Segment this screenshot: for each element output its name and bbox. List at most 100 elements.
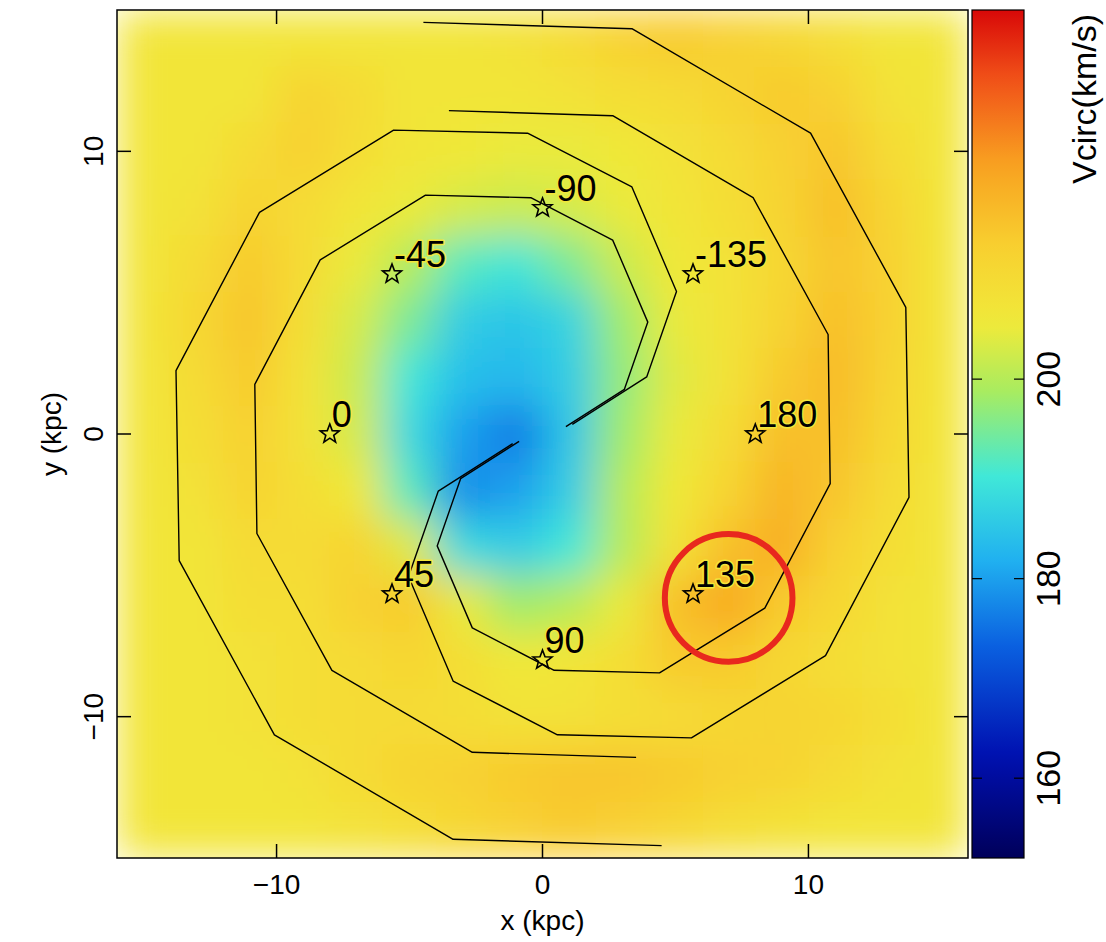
- heatmap-cell: [170, 10, 224, 67]
- heatmap-cell: [170, 67, 224, 124]
- heatmap-cell: [596, 519, 650, 576]
- heatmap-cell: [330, 519, 384, 576]
- heatmap-cell: [330, 575, 384, 632]
- heatmap-cells: [117, 10, 968, 858]
- y-tick-right: [954, 151, 968, 153]
- heatmap-cell: [649, 293, 703, 350]
- x-tick-label: 0: [535, 869, 551, 900]
- heatmap-cell: [649, 801, 703, 858]
- heatmap-cell: [170, 406, 224, 463]
- heatmap-cell: [596, 745, 650, 802]
- colorbar-tick: [1014, 778, 1024, 779]
- heatmap-cell: [543, 349, 597, 406]
- heatmap-cell: [277, 67, 331, 124]
- heatmap-cell: [862, 236, 916, 293]
- heatmap-cell: [117, 462, 171, 519]
- heatmap-cell: [117, 745, 171, 802]
- heatmap-cell: [383, 801, 437, 858]
- heatmap-cell: [436, 349, 490, 406]
- point-label: -90: [545, 168, 597, 209]
- heatmap-cell: [436, 293, 490, 350]
- heatmap-cell: [170, 745, 224, 802]
- y-tick: [117, 151, 131, 153]
- heatmap-cell: [117, 519, 171, 576]
- heatmap-cell: [649, 180, 703, 237]
- heatmap-cell: [596, 632, 650, 689]
- heatmap-cell: [277, 519, 331, 576]
- y-tick: [117, 433, 131, 435]
- heatmap-cell: [277, 632, 331, 689]
- heatmap-cell: [330, 688, 384, 745]
- heatmap-cell: [862, 293, 916, 350]
- y-axis-title: y (kpc): [36, 392, 67, 476]
- heatmap-cell: [862, 745, 916, 802]
- heatmap-cell: [117, 632, 171, 689]
- heatmap-cell: [117, 67, 171, 124]
- heatmap-cell: [170, 123, 224, 180]
- heatmap-cell: [223, 123, 277, 180]
- x-tick-top: [808, 10, 810, 24]
- heatmap-cell: [223, 519, 277, 576]
- heatmap-cell: [383, 406, 437, 463]
- heatmap-cell: [755, 632, 809, 689]
- heatmap-cell: [808, 801, 862, 858]
- point-label: 45: [394, 554, 434, 595]
- heatmap-cell: [702, 10, 756, 67]
- heatmap-cell: [649, 406, 703, 463]
- heatmap-cell: [755, 462, 809, 519]
- heatmap-cell: [543, 801, 597, 858]
- x-tick-label: 10: [793, 869, 824, 900]
- heatmap-cell: [223, 67, 277, 124]
- colorbar-tick-label: 160: [1029, 750, 1067, 807]
- heatmap-cell: [543, 10, 597, 67]
- heatmap-cell: [170, 236, 224, 293]
- heatmap-cell: [117, 688, 171, 745]
- heatmap-cell: [383, 10, 437, 67]
- heatmap-cell: [117, 180, 171, 237]
- heatmap-cell: [755, 801, 809, 858]
- heatmap-cell: [915, 406, 968, 463]
- heatmap-cell: [383, 67, 437, 124]
- heatmap-cell: [436, 801, 490, 858]
- heatmap-cell: [489, 349, 543, 406]
- heatmap-cell: [915, 180, 968, 237]
- heatmap-cell: [170, 632, 224, 689]
- heatmap-cell: [223, 462, 277, 519]
- heatmap-cell: [702, 349, 756, 406]
- heatmap-cell: [223, 745, 277, 802]
- colorbar-tick-label: 200: [1029, 351, 1067, 408]
- heatmap-cell: [489, 10, 543, 67]
- heatmap-cell: [170, 801, 224, 858]
- heatmap-cell: [436, 745, 490, 802]
- heatmap-cell: [277, 349, 331, 406]
- heatmap-cell: [915, 10, 968, 67]
- heatmap-cell: [489, 519, 543, 576]
- heatmap-cell: [808, 688, 862, 745]
- heatmap-cell: [117, 10, 171, 67]
- heatmap-cell: [223, 293, 277, 350]
- heatmap-cell: [117, 801, 171, 858]
- heatmap-cell: [915, 67, 968, 124]
- contour-line: [255, 195, 648, 757]
- contours: [176, 22, 909, 845]
- heatmap-cell: [170, 293, 224, 350]
- point-label: -135: [695, 234, 767, 275]
- heatmap-cell: [649, 10, 703, 67]
- heatmap-cell: [330, 236, 384, 293]
- heatmap-cell: [915, 462, 968, 519]
- heatmap-cell: [383, 632, 437, 689]
- colorbar-tick: [1014, 578, 1024, 579]
- heatmap-cell: [808, 745, 862, 802]
- heatmap-cell: [223, 688, 277, 745]
- heatmap-cell: [330, 293, 384, 350]
- y-tick-label: 0: [78, 426, 109, 442]
- heatmap-cell: [915, 745, 968, 802]
- heatmap-cell: [755, 180, 809, 237]
- heatmap-cell: [702, 123, 756, 180]
- heatmap-cell: [702, 462, 756, 519]
- heatmap-cell: [436, 10, 490, 67]
- heatmap-cell: [117, 575, 171, 632]
- point-labels: 04590135180-135-90-45: [332, 168, 818, 661]
- heatmap-cell: [223, 406, 277, 463]
- heatmap-cell: [862, 180, 916, 237]
